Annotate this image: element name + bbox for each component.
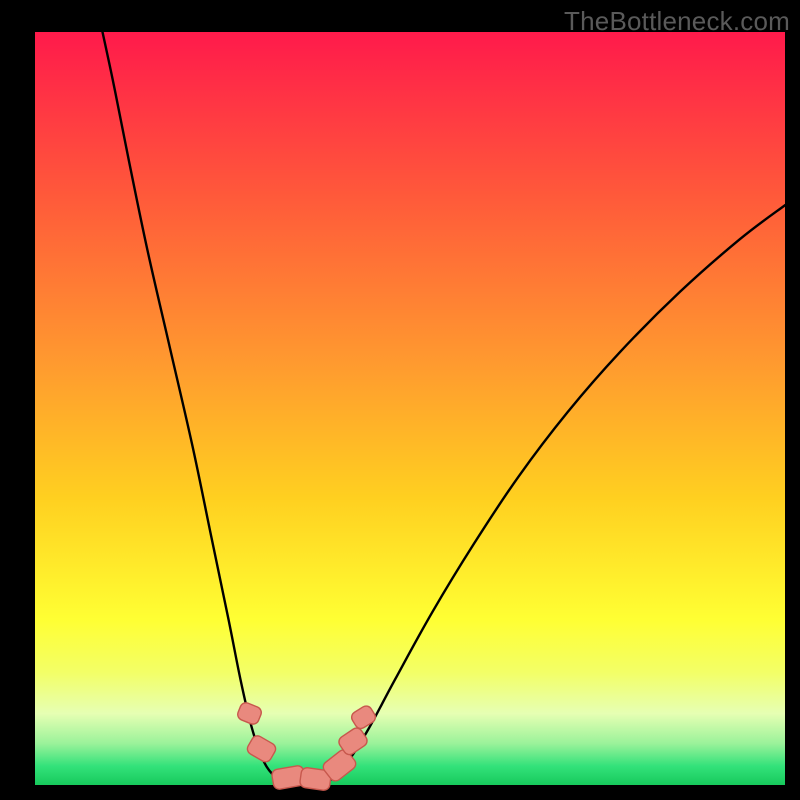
chart-stage: TheBottleneck.com bbox=[0, 0, 800, 800]
plot-area bbox=[35, 32, 785, 785]
watermark-text: TheBottleneck.com bbox=[564, 6, 790, 37]
bottleneck-chart bbox=[0, 0, 800, 800]
